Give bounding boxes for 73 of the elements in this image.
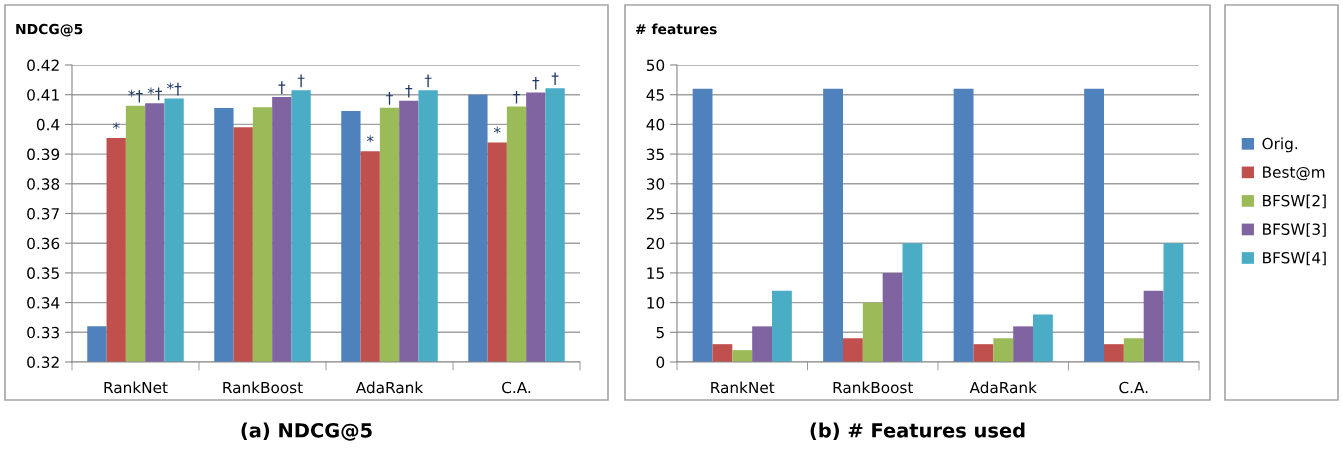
y-tick-label: 0.39 [27, 148, 60, 161]
data-label: † [278, 81, 286, 94]
x-tick-label: RankBoost [833, 381, 914, 394]
y-tick-label: 0.35 [27, 267, 59, 279]
data-label: † [297, 74, 305, 88]
data-label: † [386, 92, 393, 105]
y-tick-label: 0.32 [27, 356, 59, 369]
x-tick-label: RankBoost [223, 381, 303, 394]
bar [772, 290, 792, 362]
text: (b) # Features used [810, 422, 1025, 440]
data-label: † [532, 76, 540, 90]
y-tick-label: 0.38 [27, 178, 60, 190]
bar [692, 88, 713, 362]
y-tick-label: 15 [647, 267, 664, 279]
bar [902, 243, 923, 362]
y-tick-label: 0.33 [27, 326, 59, 339]
bar [823, 88, 843, 362]
data-label: † [405, 84, 413, 98]
bar [1143, 290, 1164, 362]
bar [1084, 88, 1104, 362]
y-tick-label: 30 [646, 178, 665, 190]
x-tick-label: C.A. [502, 381, 531, 394]
data-label: * [112, 122, 120, 130]
y-tick-label: 40 [646, 118, 665, 131]
data-label: * [366, 135, 374, 143]
y-tick-label: 0.41 [27, 89, 59, 101]
y-axis-title: NDCG@5 [16, 23, 83, 37]
y-tick-label: 0 [656, 356, 665, 369]
y-tick-label: 0.4 [36, 118, 60, 131]
data-label: † [424, 74, 432, 88]
data-label: * [493, 126, 501, 134]
legend-label: BFSW[4] [1263, 251, 1326, 266]
y-tick-label: 0.34 [27, 297, 60, 309]
bar [1033, 314, 1053, 362]
data-label: *† [128, 89, 143, 103]
y-tick-label: 10 [647, 297, 665, 309]
bar [1123, 338, 1144, 362]
bar [862, 302, 883, 362]
data-label: † [513, 90, 520, 104]
legend-label: Orig. [1262, 137, 1298, 153]
bar [732, 350, 753, 362]
bar [993, 338, 1014, 362]
y-tick-label: 0.36 [27, 237, 60, 250]
bar [1013, 326, 1033, 362]
y-tick-label: 0.42 [27, 59, 59, 72]
legend-label: BFSW[3] [1263, 223, 1326, 237]
bar [1163, 243, 1184, 362]
y-tick-label: 20 [646, 237, 665, 250]
data-label: *† [147, 87, 163, 101]
data-label: *† [166, 82, 182, 96]
y-tick-label: 50 [646, 59, 665, 72]
legend-label: BFSW[2] [1263, 194, 1326, 209]
x-tick-label: AdaRank [969, 381, 1037, 394]
data-label: † [551, 72, 559, 86]
bar [882, 272, 903, 362]
y-axis-title: # features [635, 23, 717, 35]
legend-label: Best@m [1263, 166, 1325, 181]
bar [843, 338, 863, 362]
x-tick-label: C.A. [1119, 381, 1148, 394]
bar [953, 88, 974, 362]
bar [752, 326, 772, 362]
bar [973, 344, 994, 362]
y-tick-label: 45 [646, 89, 664, 101]
bar [712, 344, 733, 362]
x-tick-label: RankNet [104, 381, 168, 394]
text: (a) NDCG@5 [241, 422, 372, 441]
y-tick-label: 0.37 [27, 207, 59, 220]
x-tick-label: AdaRank [355, 381, 424, 394]
y-tick-label: 35 [646, 148, 664, 161]
y-tick-label: 5 [656, 326, 664, 339]
x-tick-label: RankNet [711, 381, 775, 394]
y-tick-label: 25 [646, 207, 664, 220]
bar [1104, 344, 1124, 362]
